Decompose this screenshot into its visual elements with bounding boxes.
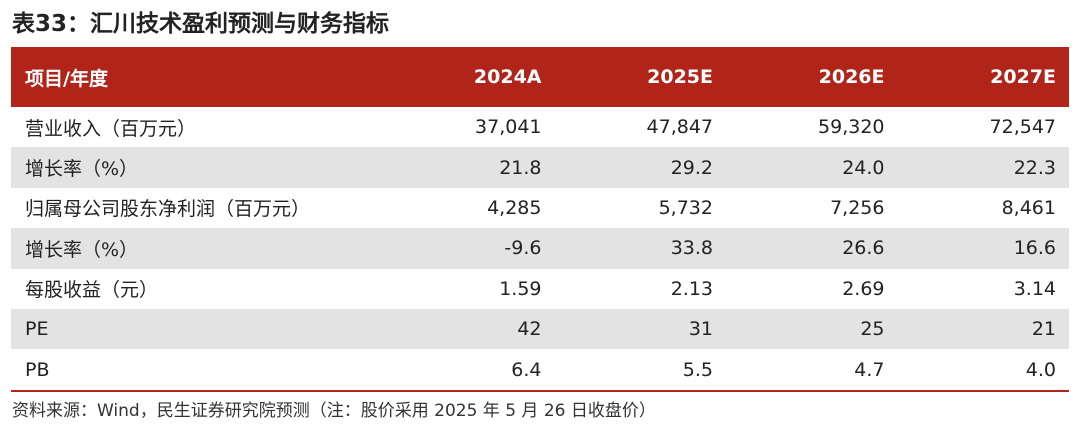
header-cell-2024a: 2024A: [473, 66, 542, 88]
cell-value: 33.8: [670, 237, 713, 260]
cell-value: 2.69: [842, 277, 885, 300]
row-label: PE: [25, 318, 49, 341]
cell-value: 16.6: [1013, 237, 1056, 260]
cell-value: 1.59: [499, 277, 542, 300]
cell-value: 59,320: [818, 116, 885, 139]
cell-value: 24.0: [842, 156, 885, 179]
cell-value: 4.7: [854, 358, 885, 381]
cell-value: 29.2: [670, 156, 713, 179]
cell-value: -9.6: [504, 237, 542, 260]
row-label: 增长率（%）: [25, 158, 139, 181]
row-label: 归属母公司股东净利润（百万元）: [25, 198, 311, 221]
cell-value: 72,547: [989, 116, 1056, 139]
cell-value: 4,285: [487, 196, 542, 219]
cell-value: 7,256: [830, 196, 885, 219]
table-row: PE 42 31 25 21: [11, 308, 1069, 350]
cell-value: 21: [1031, 318, 1056, 341]
cell-value: 8,461: [1001, 196, 1056, 219]
cell-value: 3.14: [1013, 277, 1056, 300]
source-note: 资料来源：Wind，民生证券研究院预测（注：股价采用 2025 年 5 月 26…: [12, 401, 656, 421]
table-title: 表33：汇川技术盈利预测与财务指标: [12, 11, 390, 37]
cell-value: 5,732: [658, 196, 713, 219]
cell-value: 37,041: [475, 116, 542, 139]
cell-value: 25: [860, 318, 885, 341]
table-row: PB 6.4 5.5 4.7 4.0: [11, 349, 1069, 389]
table-row: 营业收入（百万元） 37,041 47,847 59,320 72,547: [11, 107, 1069, 147]
cell-value: 2.13: [670, 277, 713, 300]
cell-value: 22.3: [1013, 156, 1056, 179]
table-row: 每股收益（元） 1.59 2.13 2.69 3.14: [11, 269, 1069, 309]
row-label: PB: [25, 358, 50, 381]
row-label: 每股收益（元）: [25, 279, 159, 302]
table-row: 增长率（%） 21.8 29.2 24.0 22.3: [11, 147, 1069, 188]
header-cell-2026e: 2026E: [818, 66, 885, 88]
cell-value: 26.6: [842, 237, 885, 260]
header-cell-2027e: 2027E: [990, 66, 1056, 88]
cell-value: 42: [517, 318, 542, 341]
table-header-row: 项目/年度 2024A 2025E 2026E 2027E: [11, 47, 1069, 107]
table-row: 增长率（%） -9.6 33.8 26.6 16.6: [11, 228, 1069, 269]
cell-value: 4.0: [1025, 358, 1056, 381]
header-cell-item: 项目/年度: [25, 67, 108, 90]
row-label: 增长率（%）: [25, 238, 139, 261]
header-cell-2025e: 2025E: [647, 66, 713, 88]
table-row: 归属母公司股东净利润（百万元） 4,285 5,732 7,256 8,461: [11, 188, 1069, 228]
cell-value: 31: [688, 318, 713, 341]
cell-value: 21.8: [499, 156, 542, 179]
table-bottom-rule: [11, 390, 1069, 392]
cell-value: 47,847: [646, 116, 713, 139]
forecast-table: 项目/年度 2024A 2025E 2026E 2027E 营业收入（百万元） …: [11, 47, 1069, 390]
cell-value: 5.5: [682, 358, 713, 381]
cell-value: 6.4: [511, 358, 542, 381]
row-label: 营业收入（百万元）: [25, 117, 197, 140]
